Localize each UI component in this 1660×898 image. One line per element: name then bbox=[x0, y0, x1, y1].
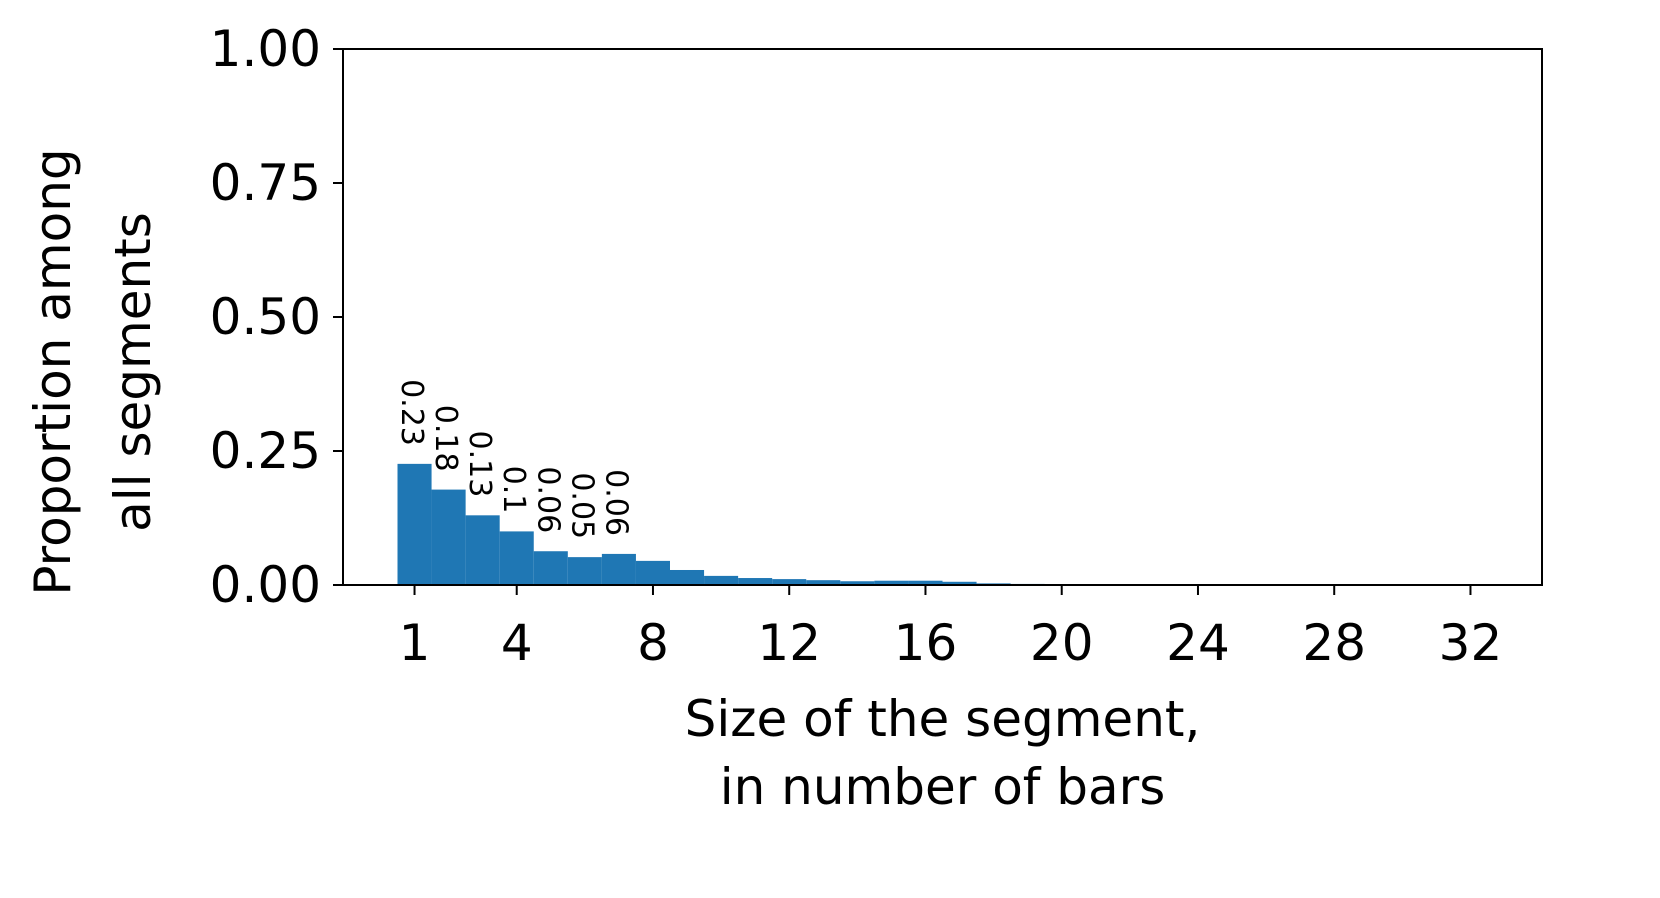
x-tick-label: 12 bbox=[757, 614, 821, 672]
bar bbox=[840, 581, 875, 585]
x-tick-label: 1 bbox=[399, 614, 431, 672]
y-tick-label: 0.00 bbox=[210, 556, 321, 614]
bar bbox=[874, 580, 909, 585]
bar bbox=[465, 515, 500, 585]
y-tick-label: 0.25 bbox=[210, 422, 321, 480]
value-label: 0.06 bbox=[598, 469, 633, 536]
x-tick-label: 20 bbox=[1030, 614, 1094, 672]
bar bbox=[397, 463, 432, 585]
value-label: 0.18 bbox=[428, 405, 463, 472]
bar bbox=[738, 578, 773, 585]
bar bbox=[908, 580, 943, 585]
x-axis-label: Size of the segment, bbox=[685, 690, 1201, 748]
bar bbox=[806, 580, 841, 585]
x-tick-label: 24 bbox=[1166, 614, 1230, 672]
x-axis-label: in number of bars bbox=[720, 758, 1166, 816]
bar bbox=[431, 489, 466, 585]
y-axis-label: Proportion among bbox=[24, 148, 82, 595]
x-tick-label: 28 bbox=[1302, 614, 1366, 672]
value-label: 0.23 bbox=[394, 379, 429, 446]
bar bbox=[499, 531, 534, 585]
y-tick-label: 0.50 bbox=[210, 288, 321, 346]
value-label: 0.13 bbox=[462, 431, 497, 498]
y-tick-label: 1.00 bbox=[210, 20, 321, 78]
x-tick-label: 32 bbox=[1439, 614, 1503, 672]
bar bbox=[772, 579, 807, 585]
x-tick-label: 8 bbox=[637, 614, 669, 672]
x-tick-label: 4 bbox=[501, 614, 533, 672]
bar bbox=[567, 557, 602, 585]
bar bbox=[635, 560, 670, 585]
bar bbox=[942, 581, 977, 585]
value-label: 0.05 bbox=[564, 472, 599, 539]
bar bbox=[601, 553, 636, 585]
bar bbox=[533, 551, 568, 585]
y-axis-label: all segments bbox=[104, 212, 162, 532]
bar bbox=[670, 569, 705, 585]
value-label: 0.1 bbox=[496, 466, 531, 514]
x-tick-label: 16 bbox=[894, 614, 958, 672]
y-tick-label: 0.75 bbox=[210, 154, 321, 212]
bar bbox=[704, 575, 739, 585]
value-label: 0.06 bbox=[530, 466, 565, 533]
